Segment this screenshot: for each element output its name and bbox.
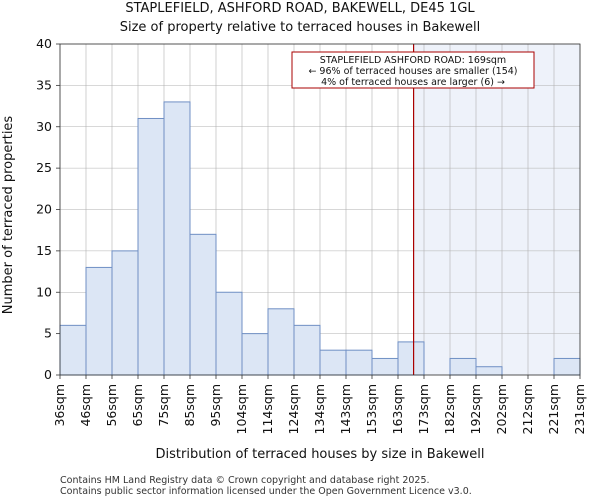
bar-143sqm [345, 349, 373, 376]
y-tick-label: 5 [44, 326, 52, 341]
annotation-line-2: ← 96% of terraced houses are smaller (15… [308, 66, 517, 77]
y-tick-label: 0 [44, 367, 52, 382]
bar-46sqm [85, 266, 113, 376]
x-axis-label: Distribution of terraced houses by size … [156, 447, 485, 462]
x-tick-label: 212sqm [520, 384, 535, 434]
chart-subtitle: Size of property relative to terraced ho… [120, 20, 481, 35]
bar-153sqm [371, 357, 399, 376]
annotation-line-3: 4% of terraced houses are larger (6) → [321, 77, 505, 88]
x-tick-label: 143sqm [338, 384, 353, 434]
x-tick-label: 173sqm [416, 384, 431, 434]
x-tick-label: 163sqm [390, 384, 405, 434]
annotation-line-1: STAPLEFIELD ASHFORD ROAD: 169sqm [320, 55, 506, 66]
x-tick-label: 36sqm [52, 384, 67, 427]
x-tick-label: 231sqm [572, 384, 587, 434]
x-tick-label: 182sqm [442, 384, 457, 434]
bar-56sqm [111, 250, 139, 376]
bar-134sqm [319, 349, 347, 376]
bar-65sqm [137, 117, 165, 376]
x-tick-label: 192sqm [468, 384, 483, 434]
x-tick-label: 65sqm [130, 384, 145, 427]
bar-124sqm [293, 324, 321, 376]
y-tick-label: 20 [36, 202, 52, 217]
x-tick-label: 46sqm [78, 384, 93, 427]
bar-75sqm [163, 101, 191, 376]
x-tick-label: 85sqm [182, 384, 197, 427]
bar-163sqm [397, 341, 425, 376]
footer-line-2: Contains public sector information licen… [60, 486, 472, 497]
bar-85sqm [189, 233, 217, 376]
bar-114sqm [267, 308, 295, 376]
x-tick-label: 75sqm [156, 384, 171, 427]
x-tick-label: 134sqm [312, 384, 327, 434]
y-tick-label: 15 [36, 243, 52, 258]
bar-182sqm [449, 357, 477, 376]
bar-95sqm [215, 291, 243, 376]
x-tick-label: 153sqm [364, 384, 379, 434]
y-tick-label: 30 [36, 119, 52, 134]
bar-221sqm [553, 357, 581, 376]
y-tick-label: 35 [36, 77, 52, 92]
x-tick-label: 124sqm [286, 384, 301, 434]
plot-area: 0 5 10 15 20 25 30 35 40 36sqm 46sqm 56sqm 65sqm 75sq… [36, 36, 587, 434]
bar-36sqm [59, 324, 87, 376]
y-tick-label: 40 [36, 36, 52, 51]
x-tick-label: 104sqm [234, 384, 249, 434]
x-tick-label: 221sqm [546, 384, 561, 434]
x-tick-label: 114sqm [260, 384, 275, 434]
x-tick-label: 56sqm [104, 384, 119, 427]
x-tick-label: 95sqm [208, 384, 223, 427]
y-tick-label: 25 [36, 160, 52, 175]
bar-192sqm [475, 366, 503, 376]
bar-104sqm [241, 333, 269, 376]
y-axis-label: Number of terraced properties [1, 116, 16, 315]
footer-line-1: Contains HM Land Registry data © Crown c… [60, 475, 430, 486]
chart-title: STAPLEFIELD, ASHFORD ROAD, BAKEWELL, DE4… [125, 1, 475, 16]
x-tick-label: 202sqm [494, 384, 509, 434]
annotation-box [291, 51, 535, 89]
y-tick-label: 10 [36, 284, 52, 299]
